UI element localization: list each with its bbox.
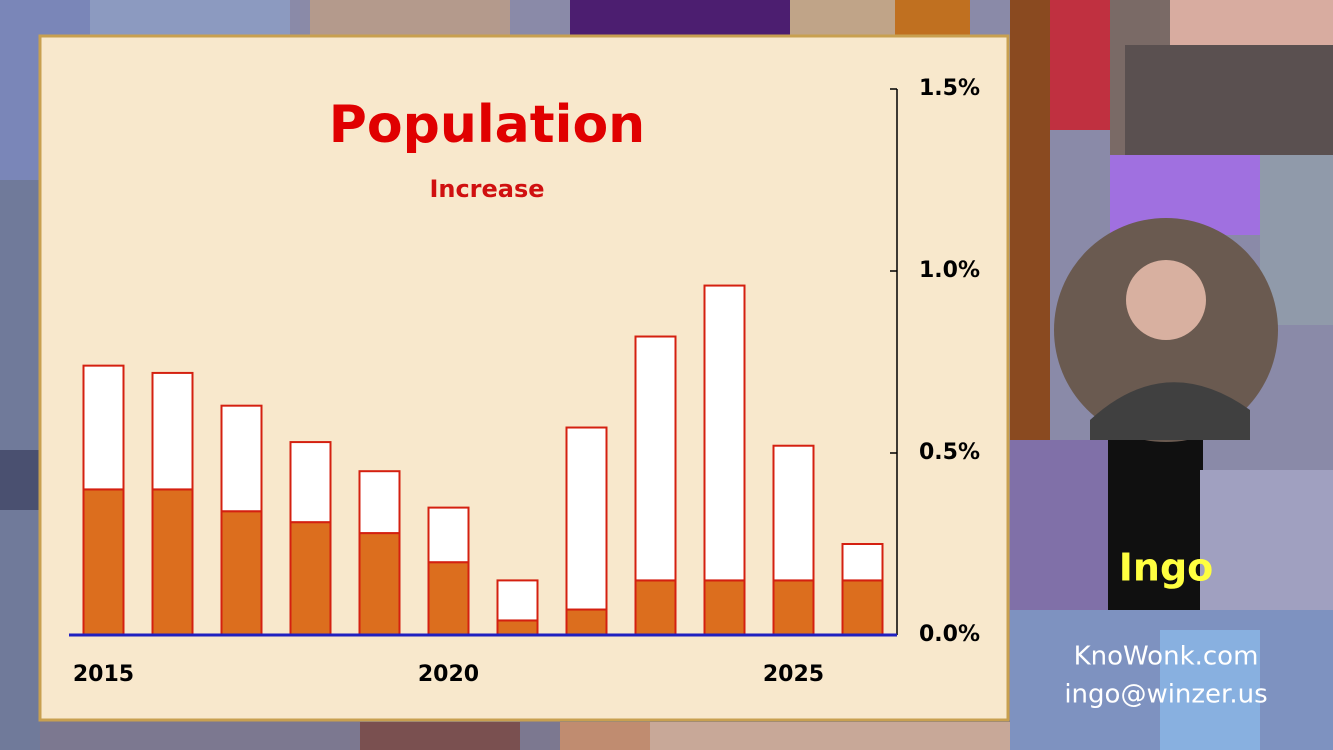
webcam — [1054, 218, 1278, 442]
bar-segment — [841, 543, 884, 582]
bar-segment — [220, 404, 263, 513]
y-tick-label: 0.5% — [919, 440, 980, 465]
presenter-name: Ingo — [1119, 546, 1214, 590]
bar-segment — [358, 532, 401, 637]
bar-segment — [634, 579, 677, 637]
bar-segment — [772, 579, 815, 637]
website: KnoWonk.com — [1074, 642, 1259, 672]
bar-segment — [565, 608, 608, 637]
bar-segment — [220, 510, 263, 636]
bar-segment — [289, 521, 332, 636]
bar-segment — [427, 506, 470, 564]
bar-segment — [772, 444, 815, 582]
y-tick-label: 0.0% — [919, 622, 980, 647]
bar-segment — [703, 579, 746, 637]
x-tick-label: 2015 — [73, 662, 134, 687]
x-tick-label: 2025 — [763, 662, 824, 687]
bar-segment — [496, 619, 539, 637]
bar-segment — [82, 364, 125, 491]
y-tick-label: 1.0% — [919, 258, 980, 283]
email: ingo@winzer.us — [1064, 680, 1267, 710]
bar-segment — [634, 335, 677, 582]
bar-segment — [427, 561, 470, 637]
bar-segment — [151, 488, 194, 636]
x-tick-label: 2020 — [418, 662, 479, 687]
bar-segment — [496, 579, 539, 622]
y-tick-label: 1.5% — [919, 76, 980, 101]
bar-segment — [841, 579, 884, 637]
bar-segment — [151, 371, 194, 491]
bar-segment — [565, 426, 608, 611]
bar-segment — [289, 441, 332, 524]
chart-title: Population — [329, 95, 645, 155]
bar-segment — [82, 488, 125, 636]
chart-subtitle: Increase — [429, 175, 544, 203]
bar-segment — [703, 284, 746, 582]
bar-segment — [358, 470, 401, 535]
